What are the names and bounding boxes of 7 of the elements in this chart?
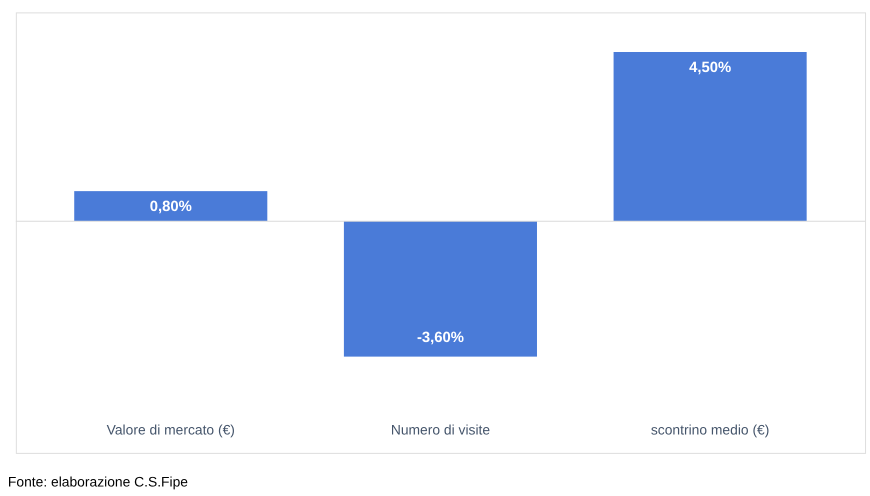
data-label: 0,80% bbox=[150, 198, 192, 215]
x-tick-label: Valore di mercato (€) bbox=[106, 422, 235, 438]
data-label: 4,50% bbox=[689, 60, 732, 76]
x-tick-label: scontrino medio (€) bbox=[650, 422, 770, 438]
source-note: Fonte: elaborazione C.S.Fipe bbox=[8, 474, 188, 490]
x-tick-label: Numero di visite bbox=[390, 422, 490, 438]
data-label: -3,60% bbox=[416, 330, 464, 346]
